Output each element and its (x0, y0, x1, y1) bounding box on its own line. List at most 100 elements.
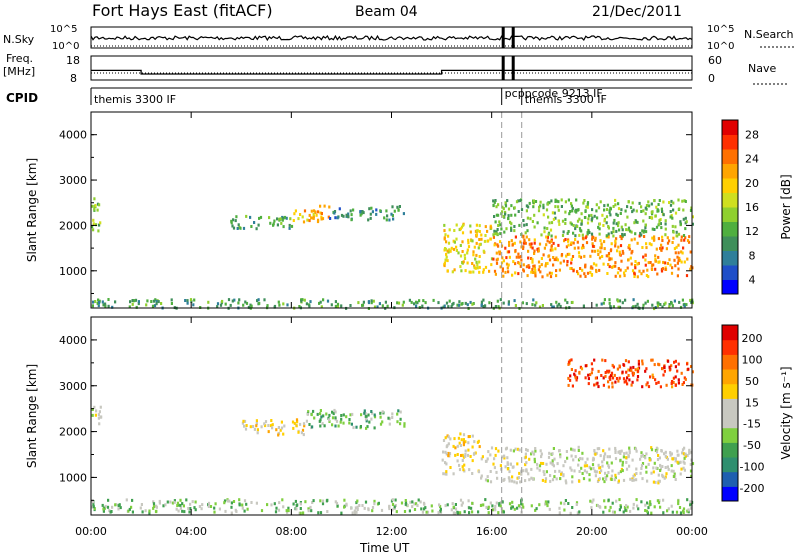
power-cell (497, 203, 500, 207)
power-cell (661, 210, 664, 213)
power-cell (484, 265, 488, 269)
power-cell (386, 214, 389, 218)
freq-unit: [MHz] (3, 65, 35, 78)
velocity-cell (280, 426, 284, 430)
velocity-cell (351, 412, 354, 416)
velocity-cell (625, 379, 628, 383)
velocity-cell (316, 412, 319, 416)
velocity-cell (380, 508, 384, 512)
power-colorbar-tick-4: 12 (745, 225, 759, 238)
power-cell (114, 300, 117, 304)
velocity-cell (559, 501, 563, 505)
power-cell (276, 223, 279, 227)
power-cell (526, 274, 529, 278)
power-cell (644, 206, 647, 210)
velocity-cell (91, 408, 94, 411)
velocity-cell (299, 507, 302, 510)
velocity-cell (504, 465, 507, 469)
power-cell (328, 205, 331, 209)
power-cell (632, 305, 635, 309)
velocity-cell (452, 505, 455, 509)
velocity-cell (574, 376, 577, 380)
power-cell (608, 257, 611, 261)
power-cell (537, 268, 540, 272)
velocity-cell (365, 426, 368, 430)
power-cell (647, 200, 650, 204)
velocity-cell (632, 474, 635, 478)
velocity-cell (593, 469, 596, 473)
power-cell (480, 233, 483, 237)
velocity-cell (602, 449, 605, 453)
power-cell (566, 301, 569, 305)
power-cell (652, 263, 655, 267)
power-cell (282, 216, 285, 220)
velocity-cell (474, 451, 477, 455)
velocity-cell (152, 506, 155, 510)
power-cell (663, 302, 666, 306)
velocity-cell (486, 475, 489, 479)
power-cell (546, 227, 549, 230)
power-cell (577, 251, 581, 255)
power-cell (308, 219, 311, 223)
velocity-cell (188, 510, 191, 514)
velocity-cell (649, 375, 652, 379)
velocity-cell (672, 475, 675, 478)
power-cell (660, 207, 663, 211)
velocity-cell (226, 499, 230, 503)
power-colorbar-swatch-9 (722, 149, 738, 164)
velocity-cell (607, 380, 610, 384)
velocity-cell (312, 409, 315, 413)
power-cell (560, 253, 564, 256)
velocity-cell (542, 470, 545, 474)
power-cell (567, 230, 570, 233)
power-cell (572, 241, 575, 245)
velocity-cell (228, 499, 231, 503)
velocity-cell (564, 460, 567, 464)
power-cell (460, 225, 464, 229)
velocity-cell (164, 503, 167, 507)
velocity-cell (508, 470, 511, 474)
power-cell (672, 208, 675, 212)
velocity-cell (238, 502, 241, 506)
power-cell (514, 304, 517, 307)
velocity-cell (680, 371, 683, 375)
velocity-region-2 (305, 408, 406, 430)
power-cell (473, 245, 476, 249)
power-cell (98, 203, 101, 207)
velocity-cell (689, 500, 692, 504)
power-cell (397, 301, 401, 305)
power-cell (645, 242, 648, 246)
velocity-cell (273, 502, 276, 506)
power-cell (386, 304, 389, 308)
power-cell (375, 212, 378, 216)
power-cell (590, 265, 593, 269)
velocity-cell (471, 501, 474, 505)
power-cell (522, 263, 525, 267)
velocity-cell (604, 371, 607, 374)
power-region-6 (492, 198, 694, 238)
velocity-cell (332, 412, 335, 416)
power-cell (449, 249, 452, 253)
velocity-cell (676, 449, 679, 453)
power-cell (633, 275, 636, 278)
power-cell (643, 235, 646, 238)
power-cell (258, 216, 261, 220)
velocity-colorbar-frame (721, 324, 739, 502)
velocity-cell (331, 410, 334, 414)
power-cell (445, 255, 448, 259)
velocity-cell (179, 504, 182, 507)
velocity-cell (130, 505, 133, 509)
power-cell (421, 304, 424, 308)
power-cell (333, 210, 337, 213)
velocity-cell (659, 385, 662, 389)
velocity-cell (574, 369, 577, 373)
power-cell (472, 250, 475, 254)
power-cell (408, 298, 411, 302)
power-cell (146, 299, 149, 303)
power-cell (334, 300, 337, 304)
velocity-cell (585, 464, 589, 468)
velocity-cell (499, 501, 502, 505)
velocity-colorbar-swatch-5 (722, 413, 738, 429)
power-cell (552, 241, 555, 245)
nsky-gap-1 (511, 27, 515, 48)
